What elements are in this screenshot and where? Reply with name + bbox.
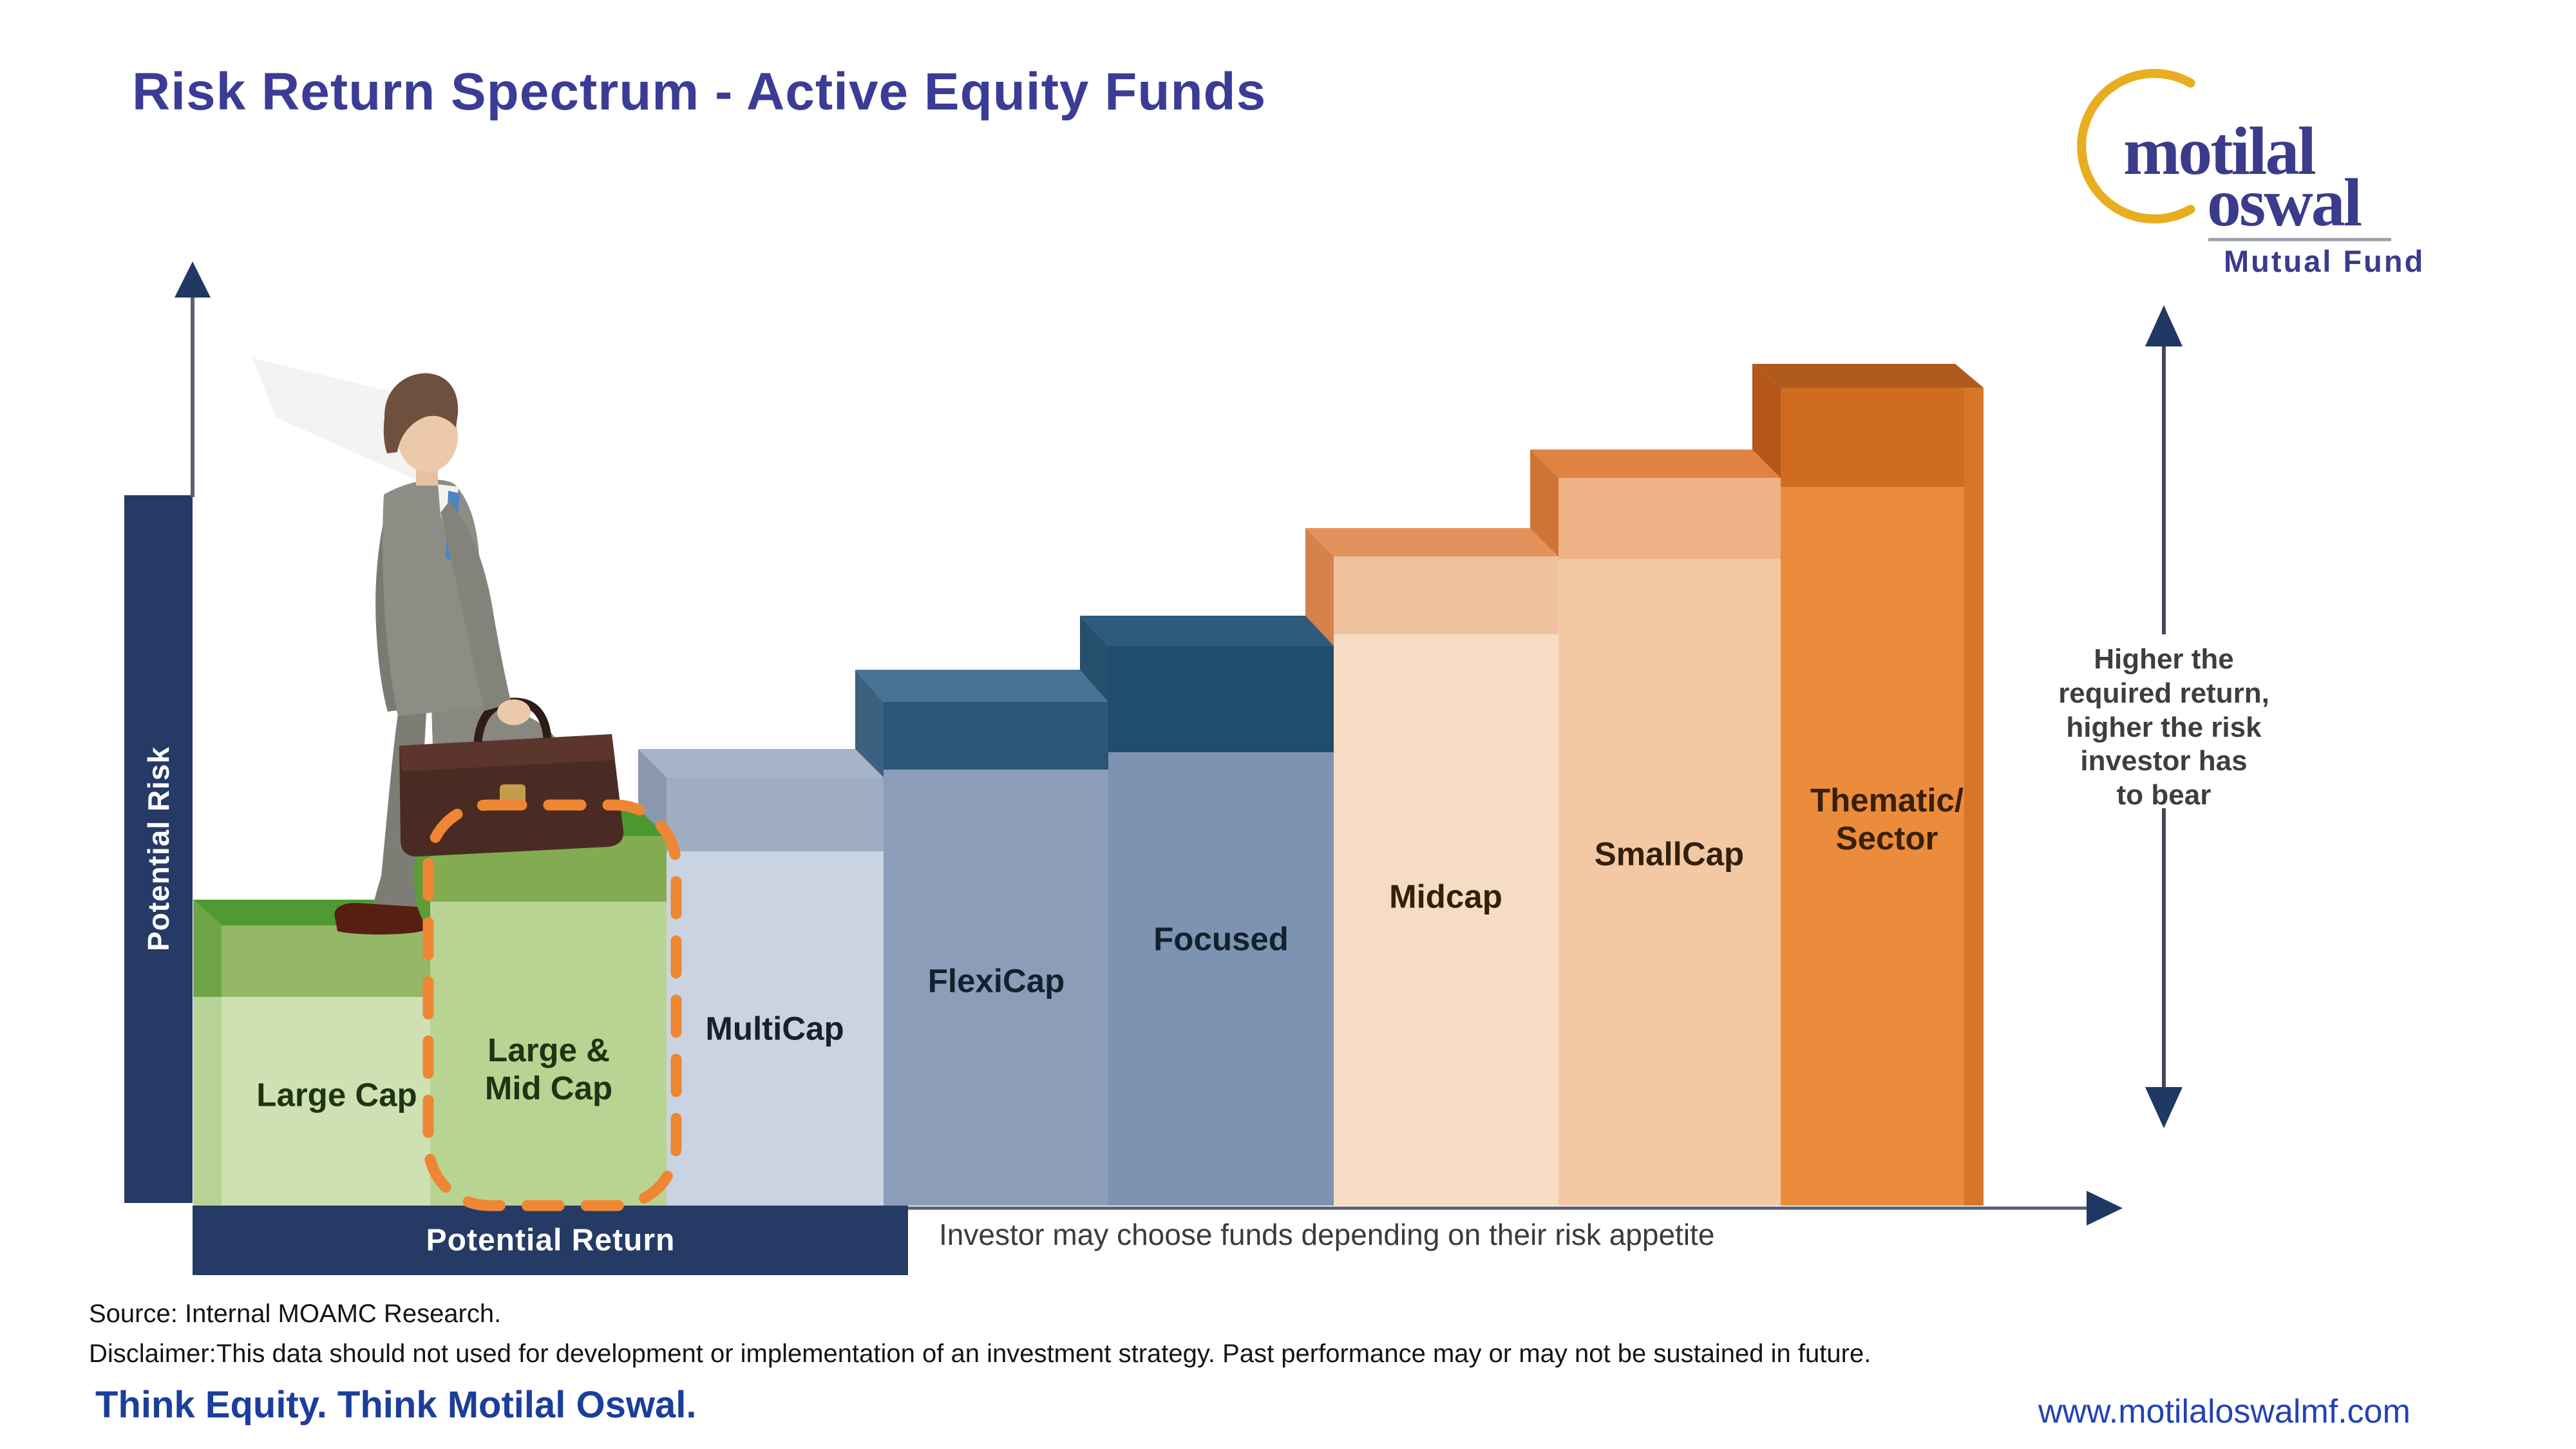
businessman-illustration <box>334 373 624 935</box>
column-front-face-midcap <box>1334 634 1558 1206</box>
column-label-large-mid-cap: Large & Mid Cap <box>484 1031 613 1106</box>
man-hair <box>383 373 459 453</box>
risk-return-double-arrow <box>2145 305 2183 1128</box>
column-top-face-multicap <box>638 749 884 777</box>
man-near-arm <box>440 501 511 711</box>
logo-gold-arc-icon <box>2077 69 2195 223</box>
column-band-focused <box>1108 646 1334 752</box>
x-axis-label: Potential Return <box>426 1223 676 1258</box>
column-label-midcap: Midcap <box>1389 878 1502 915</box>
column-label-flexicap: FlexiCap <box>927 962 1065 999</box>
column-top-face-flexicap <box>855 670 1108 702</box>
staircase-columns <box>193 364 1984 1206</box>
brand-tagline: Think Equity. Think Motilal Oswal. <box>95 1384 697 1426</box>
up-arrowhead-icon <box>2145 305 2183 346</box>
risk-return-annotation: Higher the required return, higher the r… <box>2058 643 2269 811</box>
column-label-smallcap: SmallCap <box>1594 835 1745 873</box>
investor-note: Investor may choose funds depending on t… <box>939 1218 1715 1251</box>
column-front-face-smallcap <box>1558 559 1781 1206</box>
potential-risk-bar <box>124 495 193 1203</box>
column-label-focused: Focused <box>1153 920 1289 958</box>
disclaimer-note: Disclaimer:This data should not used for… <box>89 1340 1871 1368</box>
return-axis-arrowhead-icon <box>2087 1191 2123 1226</box>
logo-word-oswal: oswal <box>2207 165 2362 240</box>
column-front-face-multicap <box>667 851 884 1206</box>
column-front-face-focused <box>1108 752 1334 1206</box>
column-label-large-cap: Large Cap <box>256 1076 417 1113</box>
column-right-shade-thematic-sector <box>1964 388 1984 1206</box>
column-band-midcap <box>1334 556 1558 634</box>
motilal-oswal-logo: motilal oswal Mutual Fund <box>2077 69 2425 278</box>
column-front-face-large-cap <box>222 997 430 1206</box>
highlight-dashed-border <box>422 799 682 1211</box>
column-band-large-cap <box>222 925 430 997</box>
man-hand <box>497 699 531 725</box>
column-band-flexicap <box>884 702 1108 770</box>
page-title: Risk Return Spectrum - Active Equity Fun… <box>132 62 1267 121</box>
column-label-multicap: MultiCap <box>705 1010 844 1047</box>
website-url: www.motilaloswalmf.com <box>2038 1393 2410 1430</box>
column-front-face-large-mid-cap <box>430 902 667 1206</box>
man-left-shoe <box>334 903 426 935</box>
column-top-face-smallcap <box>1530 450 1781 478</box>
column-front-face-flexicap <box>884 770 1108 1206</box>
column-band-smallcap <box>1558 478 1781 559</box>
column-label-thematic-sector: Thematic/ Sector <box>1810 781 1964 857</box>
column-front-face-thematic-sector <box>1781 487 1984 1206</box>
potential-return-bar <box>193 1206 908 1275</box>
y-axis-label: Potential Risk <box>142 746 175 952</box>
column-top-face-thematic-sector <box>1752 364 1984 388</box>
logo-word-motilal: motilal <box>2123 113 2315 189</box>
column-left-bevel-lower-large-cap <box>193 997 222 1206</box>
column-band-multicap <box>667 777 884 851</box>
briefcase-flap <box>399 734 615 772</box>
column-band-thematic-sector <box>1781 388 1984 487</box>
column-top-face-midcap <box>1305 528 1558 556</box>
source-note: Source: Internal MOAMC Research. <box>89 1300 502 1328</box>
risk-axis-arrowhead-icon <box>175 261 211 298</box>
light-beam-decoration <box>252 358 420 482</box>
column-top-face-focused <box>1080 616 1334 646</box>
down-arrowhead-icon <box>2145 1087 2183 1128</box>
logo-subtitle: Mutual Fund <box>2224 244 2425 278</box>
